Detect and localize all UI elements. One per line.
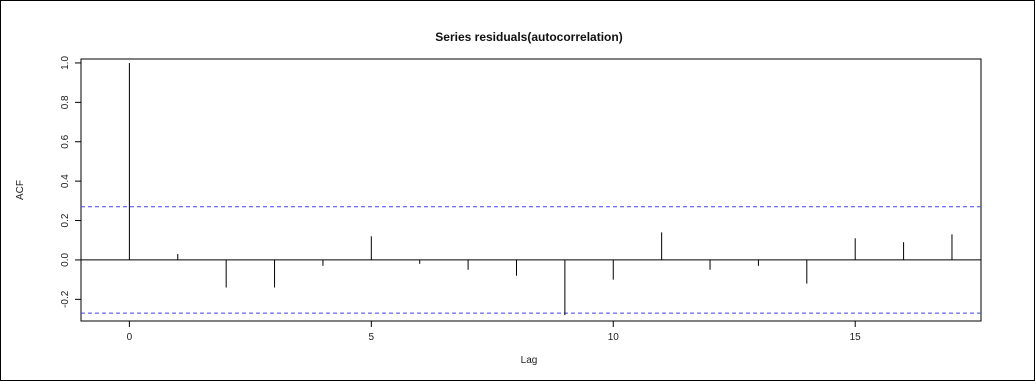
plot-box bbox=[80, 58, 982, 322]
y-tick-label: 1.0 bbox=[60, 56, 71, 70]
y-axis-label: ACF bbox=[15, 180, 26, 200]
x-tick-label: 0 bbox=[127, 332, 133, 343]
x-axis: 0 5 10 15 bbox=[127, 321, 862, 343]
x-tick-label: 10 bbox=[608, 332, 620, 343]
acf-stems bbox=[128, 62, 953, 316]
y-tick-label: 0.2 bbox=[60, 213, 71, 227]
x-tick-label: 15 bbox=[850, 332, 862, 343]
y-tick-label: -0.2 bbox=[60, 290, 71, 308]
y-tick-label: 0.6 bbox=[60, 134, 71, 148]
y-tick-label: 0.8 bbox=[60, 95, 71, 109]
chart-title: Series residuals(autocorrelation) bbox=[435, 30, 622, 44]
y-tick-label: 0.4 bbox=[60, 174, 71, 188]
y-tick-label: 0.0 bbox=[60, 253, 71, 267]
x-tick-label: 5 bbox=[369, 332, 375, 343]
y-axis: -0.2 0.0 0.2 0.4 0.6 0.8 1.0 bbox=[60, 56, 81, 308]
x-axis-label: Lag bbox=[521, 355, 538, 366]
